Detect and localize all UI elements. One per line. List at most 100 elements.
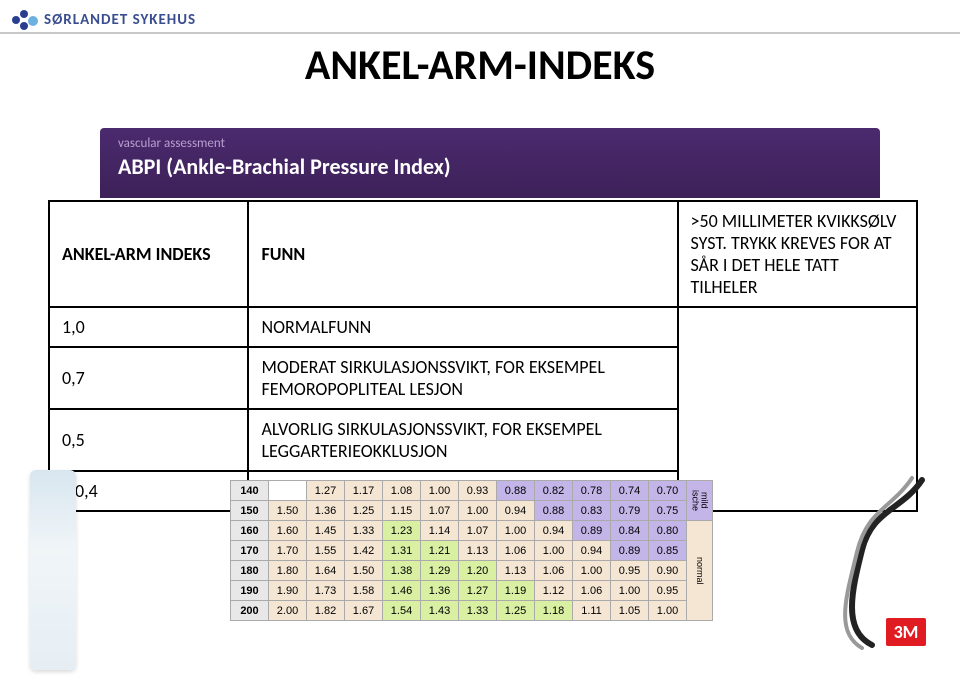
abpi-cell: 1.14: [421, 521, 459, 541]
abpi-cell: 0.89: [573, 521, 611, 541]
table-row: 0,5ALVORLIG SIRKULASJONSSVIKT, FOR EKSEM…: [49, 409, 917, 471]
banner-title: ABPI (Ankle-Brachial Pressure Index): [118, 153, 862, 180]
abpi-cell: 1.27: [459, 581, 497, 601]
abpi-cell: 0.74: [611, 481, 649, 501]
abpi-cell: 1.67: [345, 601, 383, 621]
abpi-cell: 1.58: [345, 581, 383, 601]
abpi-cell: 1.17: [345, 481, 383, 501]
abpi-cell: 0.90: [649, 561, 687, 581]
abpi-cell: 1.00: [421, 481, 459, 501]
table-row: 0,7MODERAT SIRKULASJONSSVIKT, FOR EKSEMP…: [49, 347, 917, 409]
abpi-cell: 1.45: [307, 521, 345, 541]
abpi-cell: 1.07: [459, 521, 497, 541]
abpi-cell: 1.21: [421, 541, 459, 561]
abpi-cell: 0.85: [649, 541, 687, 561]
abpi-cell: 1.06: [573, 581, 611, 601]
abpi-cell: 0.78: [573, 481, 611, 501]
abpi-cell: 1.29: [421, 561, 459, 581]
col-header-funn: FUNN: [248, 201, 677, 307]
abpi-cell: 1.05: [611, 601, 649, 621]
abpi-cell: 1.20: [459, 561, 497, 581]
abpi-cell-empty: [269, 481, 307, 501]
abpi-row-header: 160: [231, 521, 269, 541]
abpi-side-label: normal: [687, 521, 713, 621]
abpi-cell: 1.00: [649, 601, 687, 621]
abpi-cell: 0.95: [611, 561, 649, 581]
abpi-cell: 1.11: [573, 601, 611, 621]
abpi-cell: 0.80: [649, 521, 687, 541]
abpi-cell: 1.90: [269, 581, 307, 601]
abpi-cell: 1.36: [421, 581, 459, 601]
abpi-cell: 1.07: [421, 501, 459, 521]
abpi-cell: 0.95: [649, 581, 687, 601]
abpi-cell: 0.82: [535, 481, 573, 501]
gel-bottle: [30, 470, 76, 670]
abpi-cell: 1.70: [269, 541, 307, 561]
abpi-row: 2002.001.821.671.541.431.331.251.181.111…: [231, 601, 713, 621]
abpi-cell: 1.19: [497, 581, 535, 601]
abpi-cell: 0.75: [649, 501, 687, 521]
abpi-cell: 1.06: [535, 561, 573, 581]
abpi-cell: 1.73: [307, 581, 345, 601]
abpi-side-label: mild ische: [687, 481, 713, 521]
abpi-cell: 1.25: [345, 501, 383, 521]
abpi-row-header: 170: [231, 541, 269, 561]
index-cell: 0,5: [49, 409, 248, 471]
findings-table: ANKEL-ARM INDEKS FUNN >50 MILLIMETER KVI…: [48, 200, 918, 512]
abpi-cell: 1.00: [497, 521, 535, 541]
abpi-cell: 1.00: [611, 581, 649, 601]
abpi-cell: 1.46: [383, 581, 421, 601]
abpi-cell: 0.88: [497, 481, 535, 501]
abpi-row-header: 200: [231, 601, 269, 621]
abpi-cell: 0.88: [535, 501, 573, 521]
abpi-cell: 1.54: [383, 601, 421, 621]
abpi-cell: 0.93: [459, 481, 497, 501]
abpi-row-header: 190: [231, 581, 269, 601]
abpi-cell: 1.25: [497, 601, 535, 621]
org-name: SØRLANDET SYKEHUS: [44, 11, 196, 29]
abpi-row-header: 180: [231, 561, 269, 581]
abpi-cell: 1.13: [459, 541, 497, 561]
abpi-cell: 1.42: [345, 541, 383, 561]
table-row: 1,0NORMALFUNN: [49, 307, 917, 347]
abpi-cell: 1.08: [383, 481, 421, 501]
abpi-cell: 0.79: [611, 501, 649, 521]
note-cell: >50 MILLIMETER KVIKKSØLV SYST. TRYKK KRE…: [678, 201, 917, 307]
abpi-cell: 1.00: [573, 561, 611, 581]
abpi-cell: 1.00: [535, 541, 573, 561]
page-title: ANKEL-ARM-INDEKS: [0, 40, 960, 91]
abpi-cell: 1.33: [459, 601, 497, 621]
abpi-cell: 0.89: [611, 541, 649, 561]
abpi-cell: 1.38: [383, 561, 421, 581]
abpi-chart: 1401.271.171.081.000.930.880.820.780.740…: [230, 480, 713, 621]
abpi-cell: 0.84: [611, 521, 649, 541]
abpi-cell: 0.94: [497, 501, 535, 521]
banner-subtitle: vascular assessment: [118, 136, 862, 151]
abpi-cell: 1.80: [269, 561, 307, 581]
abpi-cell: 1.64: [307, 561, 345, 581]
header-rule: [0, 32, 960, 34]
abpi-row-header: 140: [231, 481, 269, 501]
abpi-cell: 1.55: [307, 541, 345, 561]
abpi-cell: 0.70: [649, 481, 687, 501]
abpi-cell: 1.50: [269, 501, 307, 521]
abpi-row: 1701.701.551.421.311.211.131.061.000.940…: [231, 541, 713, 561]
abpi-banner: vascular assessment ABPI (Ankle-Brachial…: [100, 128, 880, 198]
index-cell: 0,7: [49, 347, 248, 409]
abpi-row: 1501.501.361.251.151.071.000.940.880.830…: [231, 501, 713, 521]
abpi-cell: 1.18: [535, 601, 573, 621]
abpi-cell: 1.31: [383, 541, 421, 561]
org-logo: SØRLANDET SYKEHUS: [10, 6, 196, 34]
abpi-row: 1801.801.641.501.381.291.201.131.061.000…: [231, 561, 713, 581]
abpi-cell: 1.82: [307, 601, 345, 621]
abpi-cell: 0.83: [573, 501, 611, 521]
index-cell: 1,0: [49, 307, 248, 347]
funn-cell: MODERAT SIRKULASJONSSVIKT, FOR EKSEMPEL …: [248, 347, 677, 409]
abpi-cell: 1.33: [345, 521, 383, 541]
abpi-row: 1401.271.171.081.000.930.880.820.780.740…: [231, 481, 713, 501]
abpi-cell: 0.94: [535, 521, 573, 541]
abpi-cell: 0.94: [573, 541, 611, 561]
abpi-cell: 1.15: [383, 501, 421, 521]
funn-cell: NORMALFUNN: [248, 307, 677, 347]
abpi-cell: 1.60: [269, 521, 307, 541]
